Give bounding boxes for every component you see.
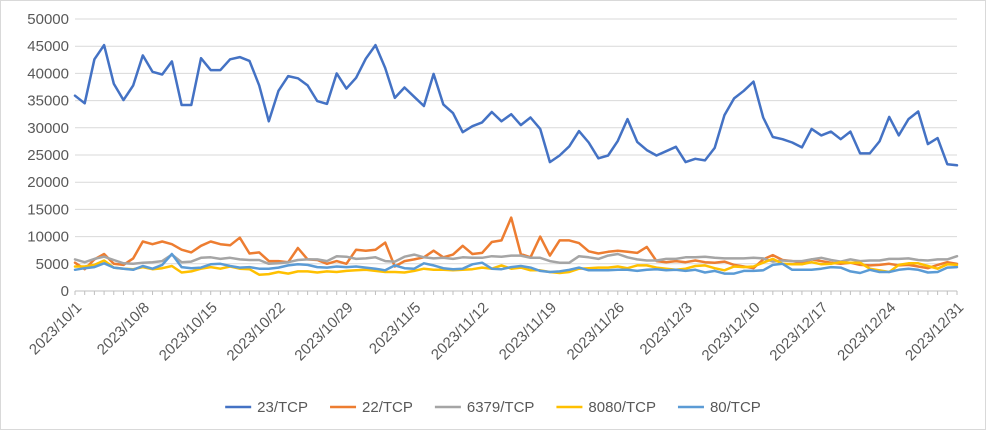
x-tick-label: 2023/12/3 bbox=[637, 299, 696, 358]
legend-label: 22/TCP bbox=[362, 399, 413, 416]
x-tick-label: 2023/11/12 bbox=[428, 299, 492, 363]
legend-item: 6379/TCP bbox=[434, 399, 535, 416]
legend-item: 80/TCP bbox=[677, 399, 761, 416]
y-tick-label: 15000 bbox=[27, 201, 69, 218]
x-tick-label: 2023/12/10 bbox=[699, 299, 764, 364]
series-line-6379-tcp bbox=[73, 252, 959, 266]
y-tick-label: 45000 bbox=[27, 38, 69, 55]
x-tick-label: 2023/12/17 bbox=[766, 299, 831, 364]
legend-item: 8080/TCP bbox=[556, 399, 656, 416]
y-tick-label: 0 bbox=[61, 283, 69, 300]
x-tick-label: 2023/11/19 bbox=[496, 299, 560, 363]
y-tick-label: 5000 bbox=[36, 256, 69, 273]
y-tick-label: 25000 bbox=[27, 147, 69, 164]
series-line-8080-tcp bbox=[73, 257, 959, 276]
x-tick-label: 2023/10/8 bbox=[94, 299, 153, 358]
legend-item: 23/TCP bbox=[225, 399, 308, 416]
x-tick-label: 2023/11/5 bbox=[366, 299, 424, 357]
y-tick-label: 40000 bbox=[27, 65, 69, 82]
series-line-22-tcp bbox=[73, 216, 959, 271]
x-tick-label: 2023/10/22 bbox=[224, 299, 289, 364]
gridlines bbox=[75, 18, 957, 265]
series-line-23-tcp bbox=[73, 43, 959, 167]
y-tick-label: 50000 bbox=[27, 11, 69, 28]
legend-label: 23/TCP bbox=[257, 399, 308, 416]
series-line-80-tcp bbox=[73, 252, 959, 275]
legend-label: 80/TCP bbox=[710, 399, 761, 416]
legend-label: 8080/TCP bbox=[588, 399, 656, 416]
x-tick-label: 2023/10/15 bbox=[156, 299, 221, 364]
y-tick-label: 20000 bbox=[27, 174, 69, 191]
x-tick-label: 2023/12/31 bbox=[902, 299, 967, 364]
x-axis: 2023/10/1 2023/10/8 2023/10/15 2023/10/22 20… bbox=[26, 290, 967, 364]
legend-item: 22/TCP bbox=[330, 399, 413, 416]
series-lines bbox=[73, 43, 959, 276]
y-tick-label: 30000 bbox=[27, 120, 69, 137]
y-axis: 0 5000 10000 15000 20000 25000 30000 35000 40000… bbox=[27, 11, 69, 300]
x-tick-label: 2023/10/29 bbox=[291, 299, 356, 364]
x-tick-label: 2023/10/1 bbox=[26, 299, 85, 358]
y-tick-label: 35000 bbox=[27, 93, 69, 110]
y-tick-label: 10000 bbox=[27, 229, 69, 246]
x-tick-label: 2023/11/26 bbox=[564, 299, 628, 363]
legend: 23/TCP 22/TCP 6379/TCP 8080/TCP 80/TCP bbox=[225, 399, 761, 416]
x-tick-label: 2023/12/24 bbox=[834, 299, 899, 364]
legend-label: 6379/TCP bbox=[467, 399, 535, 416]
